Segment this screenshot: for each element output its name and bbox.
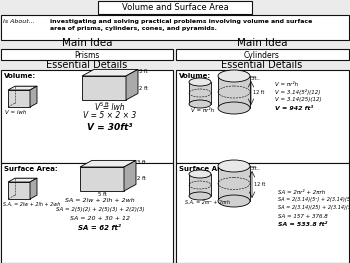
Text: Volume:: Volume: (179, 73, 211, 79)
Text: SA = 2(5)(2) + 2(5)(3) + 2(2)(3): SA = 2(5)(2) + 2(5)(3) + 2(2)(3) (56, 206, 144, 211)
Text: Is About...: Is About... (3, 19, 35, 24)
Ellipse shape (189, 100, 211, 108)
Ellipse shape (189, 192, 211, 200)
Text: 5ft..: 5ft.. (251, 166, 261, 171)
Ellipse shape (218, 160, 250, 172)
Text: Volume and Surface Area: Volume and Surface Area (122, 3, 228, 13)
Polygon shape (8, 182, 30, 199)
Text: 5 ft: 5 ft (98, 193, 106, 198)
Text: area of prisms, cylinders, cones, and pyramids.: area of prisms, cylinders, cones, and py… (50, 26, 217, 31)
Polygon shape (80, 167, 124, 191)
Ellipse shape (189, 170, 211, 178)
Text: Prisms: Prisms (74, 50, 100, 59)
Text: Essential Details: Essential Details (221, 60, 303, 70)
Text: Surface Area:: Surface Area: (4, 166, 58, 172)
Bar (1, 163, 173, 263)
Polygon shape (30, 178, 37, 199)
Text: SA = 2lw + 2lh + 2wh: SA = 2lw + 2lh + 2wh (65, 198, 135, 203)
Text: investigating and solving practical problems involving volume and surface: investigating and solving practical prob… (50, 19, 312, 24)
Text: V = 5 × 2 × 3: V = 5 × 2 × 3 (83, 112, 136, 120)
Text: S.A. = 2lw + 2lh + 2wh: S.A. = 2lw + 2lh + 2wh (3, 201, 60, 206)
Text: SA = 20 + 30 + 12: SA = 20 + 30 + 12 (70, 215, 130, 220)
Text: V = 942 ft³: V = 942 ft³ (275, 107, 313, 112)
Bar (1, 15, 349, 40)
Ellipse shape (189, 78, 211, 86)
Text: 5ft..: 5ft.. (251, 77, 261, 82)
Bar (176, 70, 349, 163)
Text: V = lwh: V = lwh (95, 103, 125, 112)
Text: 12 ft: 12 ft (254, 183, 265, 188)
Text: SA = 62 ft²: SA = 62 ft² (78, 225, 121, 231)
Bar (176, 49, 349, 60)
Ellipse shape (218, 195, 250, 207)
Bar (218, 166, 250, 201)
Polygon shape (82, 69, 138, 76)
Polygon shape (80, 160, 136, 167)
Text: V = πr²h: V = πr²h (275, 82, 298, 87)
Polygon shape (8, 178, 37, 182)
Text: Main Idea: Main Idea (62, 38, 112, 48)
Text: Cylinders: Cylinders (244, 50, 280, 59)
Text: S.A. = 2πr² + 2πrh: S.A. = 2πr² + 2πrh (185, 200, 230, 205)
Text: SA = 2πr² + 2πrh: SA = 2πr² + 2πrh (278, 190, 325, 195)
Text: Surface Area:: Surface Area: (179, 166, 233, 172)
Text: SA = 157 + 376.8: SA = 157 + 376.8 (278, 214, 328, 219)
Text: SA = 2(3.14)(25) + 2(3.14)(5)(12): SA = 2(3.14)(25) + 2(3.14)(5)(12) (278, 205, 350, 210)
Polygon shape (8, 90, 30, 107)
Bar (218, 76, 250, 108)
Polygon shape (126, 69, 138, 100)
Polygon shape (30, 86, 37, 107)
Text: V = 3.14(25)(12): V = 3.14(25)(12) (275, 98, 322, 103)
Text: SA = 2(3.14)(5²) + 2(3.14)(5)(12): SA = 2(3.14)(5²) + 2(3.14)(5)(12) (278, 198, 350, 203)
Text: V = 30ft³: V = 30ft³ (87, 123, 133, 132)
Text: SA = 533.8 ft²: SA = 533.8 ft² (278, 222, 327, 227)
Text: Volume:: Volume: (4, 73, 36, 79)
Bar (1, 70, 173, 163)
Bar (189, 174, 211, 196)
Polygon shape (8, 86, 37, 90)
Text: 3 ft: 3 ft (139, 69, 148, 74)
Text: 2 ft: 2 ft (137, 176, 146, 181)
Text: 5 ft: 5 ft (99, 102, 108, 107)
Text: V = lwh: V = lwh (5, 109, 26, 114)
Bar (176, 163, 349, 263)
Ellipse shape (218, 102, 250, 114)
Text: 3 ft: 3 ft (137, 160, 146, 165)
Ellipse shape (218, 70, 250, 82)
Text: Main Idea: Main Idea (237, 38, 287, 48)
Bar (189, 82, 211, 104)
Bar (98, 1, 252, 14)
Polygon shape (124, 160, 136, 191)
Text: 2 ft: 2 ft (139, 85, 148, 90)
Text: 12 ft: 12 ft (253, 90, 264, 95)
Text: Essential Details: Essential Details (46, 60, 128, 70)
Text: V = πr²h: V = πr²h (191, 109, 214, 114)
Bar (1, 49, 173, 60)
Polygon shape (82, 76, 126, 100)
Text: V = 3.14(5²)(12): V = 3.14(5²)(12) (275, 89, 320, 95)
